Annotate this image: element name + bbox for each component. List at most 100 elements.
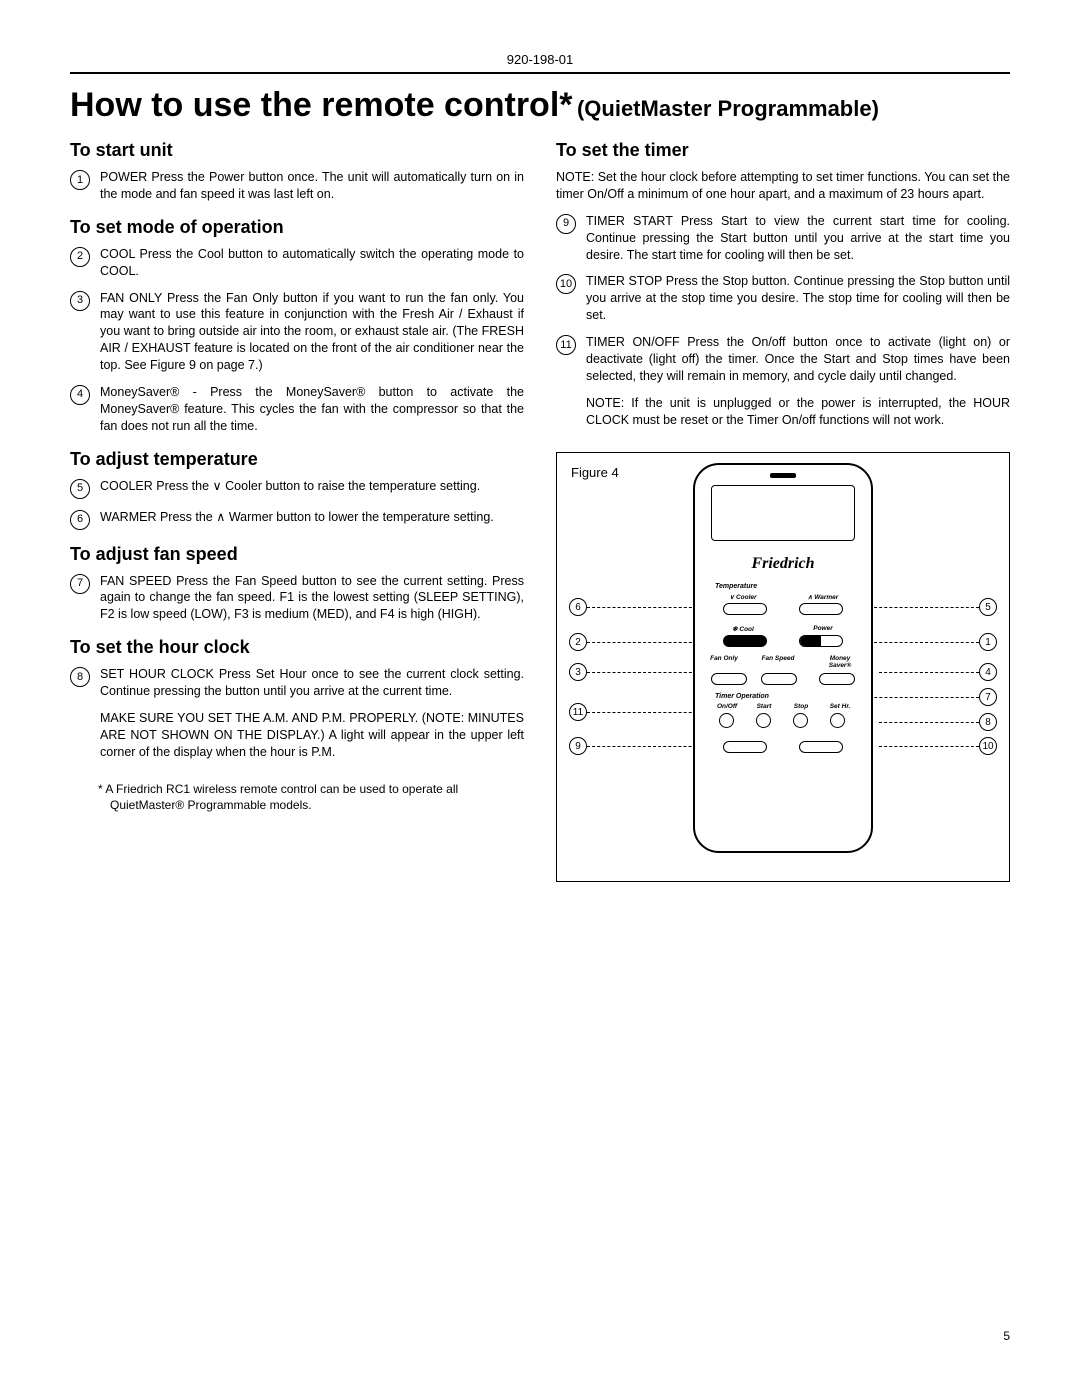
btn-warmer[interactable] bbox=[799, 603, 843, 615]
doc-number: 920-198-01 bbox=[70, 52, 1010, 67]
callout-6: 6 bbox=[569, 598, 587, 616]
heading-set-timer: To set the timer bbox=[556, 140, 1010, 161]
callout-2: 2 bbox=[569, 633, 587, 651]
step-2-badge: 2 bbox=[70, 247, 90, 267]
step-9-badge: 9 bbox=[556, 214, 576, 234]
callout-1: 1 bbox=[979, 633, 997, 651]
label-fan-only: Fan Only bbox=[707, 655, 741, 662]
heading-adjust-temp: To adjust temperature bbox=[70, 449, 524, 470]
lead-4 bbox=[879, 672, 979, 673]
lead-2 bbox=[587, 642, 697, 643]
step-10-badge: 10 bbox=[556, 274, 576, 294]
btn-blank-left[interactable] bbox=[723, 741, 767, 753]
btn-cool[interactable] bbox=[723, 635, 767, 647]
lead-8 bbox=[879, 722, 979, 723]
step-10-text: TIMER STOP Press the Stop button. Contin… bbox=[586, 273, 1010, 324]
step-3-text: FAN ONLY Press the Fan Only button if yo… bbox=[100, 290, 524, 374]
btn-stop[interactable] bbox=[793, 713, 808, 728]
step-10: 10 TIMER STOP Press the Stop button. Con… bbox=[556, 273, 1010, 324]
lead-5 bbox=[869, 607, 979, 608]
lead-10 bbox=[879, 746, 979, 747]
callout-5: 5 bbox=[979, 598, 997, 616]
title-main: How to use the remote control* bbox=[70, 86, 573, 124]
step-11-note: NOTE: If the unit is unplugged or the po… bbox=[586, 395, 1010, 429]
step-11-text: TIMER ON/OFF Press the On/off button onc… bbox=[586, 334, 1010, 385]
step-4-badge: 4 bbox=[70, 385, 90, 405]
btn-fan-speed[interactable] bbox=[761, 673, 797, 685]
lead-6 bbox=[587, 607, 697, 608]
callout-8: 8 bbox=[979, 713, 997, 731]
step-5-badge: 5 bbox=[70, 479, 90, 499]
step-4: 4 MoneySaver® - Press the MoneySaver® bu… bbox=[70, 384, 524, 435]
lead-3 bbox=[587, 672, 697, 673]
label-timer-op: Timer Operation bbox=[715, 693, 769, 700]
label-start: Start bbox=[750, 703, 778, 710]
top-rule bbox=[70, 72, 1010, 74]
btn-sethr[interactable] bbox=[830, 713, 845, 728]
label-fan-speed: Fan Speed bbox=[761, 655, 795, 662]
step-3-badge: 3 bbox=[70, 291, 90, 311]
step-7: 7 FAN SPEED Press the Fan Speed button t… bbox=[70, 573, 524, 624]
step-11: 11 TIMER ON/OFF Press the On/off button … bbox=[556, 334, 1010, 385]
right-column: To set the timer NOTE: Set the hour cloc… bbox=[556, 140, 1010, 882]
lead-11 bbox=[587, 712, 707, 713]
step-8-note: MAKE SURE YOU SET THE A.M. AND P.M. PROP… bbox=[100, 710, 524, 761]
step-9-text: TIMER START Press Start to view the curr… bbox=[586, 213, 1010, 264]
label-onoff: On/Off bbox=[713, 703, 741, 710]
label-cool: ❄ Cool bbox=[723, 625, 763, 633]
btn-money-saver[interactable] bbox=[819, 673, 855, 685]
step-8: 8 SET HOUR CLOCK Press Set Hour once to … bbox=[70, 666, 524, 700]
step-6-text: WARMER Press the ∧ Warmer button to lowe… bbox=[100, 509, 494, 530]
step-3: 3 FAN ONLY Press the Fan Only button if … bbox=[70, 290, 524, 374]
label-warmer: ∧ Warmer bbox=[803, 593, 843, 601]
footnote: * A Friedrich RC1 wireless remote contro… bbox=[110, 781, 524, 813]
callout-9: 9 bbox=[569, 737, 587, 755]
timer-intro: NOTE: Set the hour clock before attempti… bbox=[556, 169, 1010, 203]
step-2: 2 COOL Press the Cool button to automati… bbox=[70, 246, 524, 280]
btn-onoff[interactable] bbox=[719, 713, 734, 728]
btn-power[interactable] bbox=[799, 635, 843, 647]
callout-3: 3 bbox=[569, 663, 587, 681]
title-sub: (QuietMaster Programmable) bbox=[577, 96, 879, 121]
btn-blank-right[interactable] bbox=[799, 741, 843, 753]
label-temperature: Temperature bbox=[715, 583, 757, 590]
heading-set-mode: To set mode of operation bbox=[70, 217, 524, 238]
step-7-text: FAN SPEED Press the Fan Speed button to … bbox=[100, 573, 524, 624]
step-7-badge: 7 bbox=[70, 574, 90, 594]
btn-start[interactable] bbox=[756, 713, 771, 728]
step-6-badge: 6 bbox=[70, 510, 90, 530]
step-9: 9 TIMER START Press Start to view the cu… bbox=[556, 213, 1010, 264]
step-1-badge: 1 bbox=[70, 170, 90, 190]
page-number: 5 bbox=[1003, 1329, 1010, 1343]
step-1: 1 POWER Press the Power button once. The… bbox=[70, 169, 524, 203]
step-4-text: MoneySaver® - Press the MoneySaver® butt… bbox=[100, 384, 524, 435]
remote-brand: Friedrich bbox=[695, 555, 871, 573]
step-1-text: POWER Press the Power button once. The u… bbox=[100, 169, 524, 203]
lead-1 bbox=[869, 642, 979, 643]
label-stop: Stop bbox=[787, 703, 815, 710]
btn-cooler[interactable] bbox=[723, 603, 767, 615]
step-5-text: COOLER Press the ∨ Cooler button to rais… bbox=[100, 478, 480, 499]
left-column: To start unit 1 POWER Press the Power bu… bbox=[70, 140, 524, 882]
step-5: 5 COOLER Press the ∨ Cooler button to ra… bbox=[70, 478, 524, 499]
remote-screen bbox=[711, 485, 855, 541]
label-money-saver: Money Saver® bbox=[821, 655, 859, 669]
btn-fan-only[interactable] bbox=[711, 673, 747, 685]
remote-body: Friedrich Temperature ∨ Cooler ∧ Warmer … bbox=[693, 463, 873, 853]
label-sethr: Set Hr. bbox=[824, 703, 856, 710]
step-6: 6 WARMER Press the ∧ Warmer button to lo… bbox=[70, 509, 524, 530]
heading-hour-clock: To set the hour clock bbox=[70, 637, 524, 658]
callout-4: 4 bbox=[979, 663, 997, 681]
label-power: Power bbox=[803, 625, 843, 632]
callout-7: 7 bbox=[979, 688, 997, 706]
callout-11: 11 bbox=[569, 703, 587, 721]
callout-10: 10 bbox=[979, 737, 997, 755]
step-11-badge: 11 bbox=[556, 335, 576, 355]
heading-start-unit: To start unit bbox=[70, 140, 524, 161]
lead-7 bbox=[859, 697, 979, 698]
page-title: How to use the remote control* (QuietMas… bbox=[70, 86, 879, 125]
figure-4: Figure 4 6 2 3 11 9 5 1 4 7 8 10 bbox=[556, 452, 1010, 882]
label-cooler: ∨ Cooler bbox=[723, 593, 763, 601]
step-8-badge: 8 bbox=[70, 667, 90, 687]
figure-label: Figure 4 bbox=[571, 465, 619, 480]
